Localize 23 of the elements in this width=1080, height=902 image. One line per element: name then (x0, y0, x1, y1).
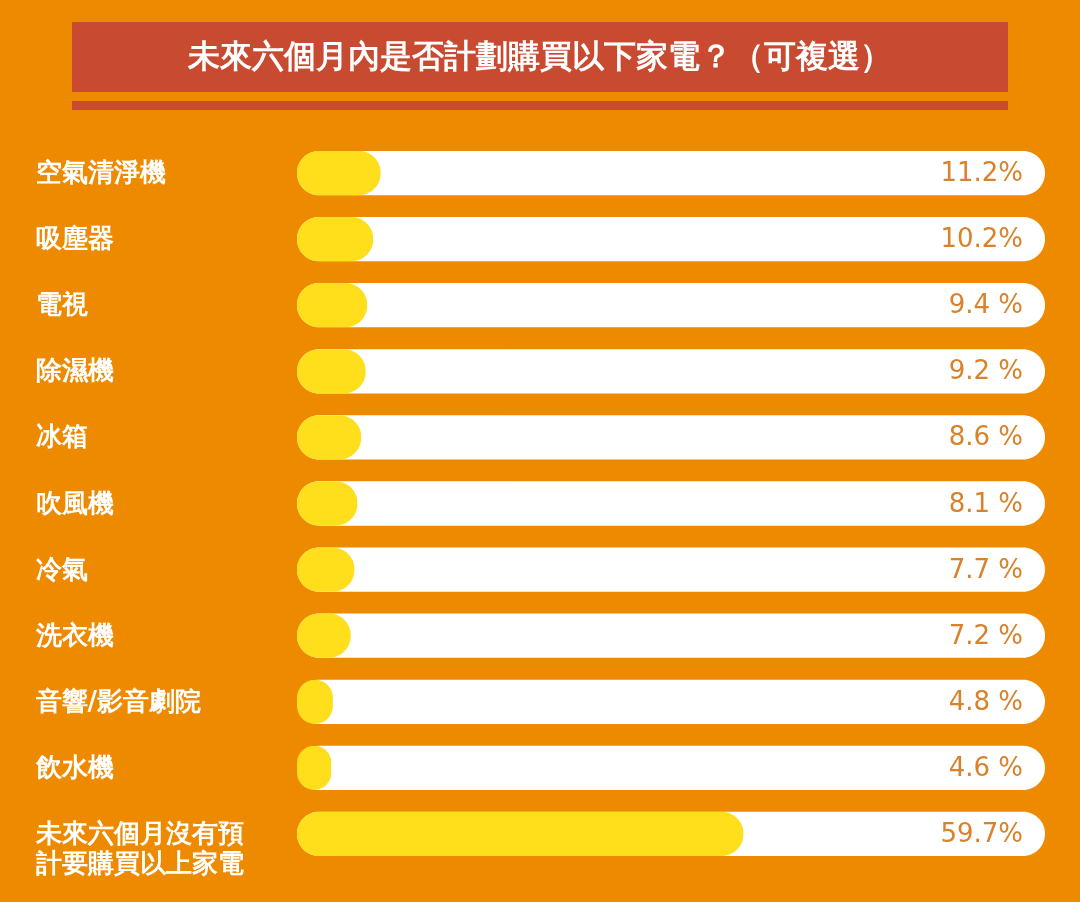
data-label: 7.2 % (948, 619, 1023, 650)
y-tick-label: 冰箱 (35, 421, 88, 452)
data-label: 9.2 % (948, 355, 1023, 386)
y-tick-label: 未來六個月沒有預計要購買以上家電 (34, 817, 244, 878)
y-tick-label: 洗衣機 (34, 619, 114, 650)
y-tick-label: 飲水機 (34, 751, 114, 782)
data-label: 4.6 % (948, 751, 1023, 782)
data-label: 11.2% (940, 157, 1023, 188)
chart-title: 未來六個月內是否計劃購買以下家電？（可複選） (72, 22, 1008, 92)
y-tick-label: 吹風機 (35, 487, 114, 518)
y-tick-label: 冷氣 (35, 553, 88, 584)
y-tick-label: 音響/影音劇院 (34, 685, 201, 716)
data-label: 9.4 % (948, 289, 1023, 320)
data-label: 4.8 % (948, 685, 1023, 716)
data-label: 7.7 % (948, 553, 1023, 584)
data-label: 8.6 % (948, 421, 1023, 452)
y-tick-label: 空氣清淨機 (35, 157, 166, 188)
data-label: 59.7% (940, 817, 1023, 848)
data-label: 10.2% (940, 223, 1023, 254)
y-tick-label: 電視 (35, 289, 88, 320)
y-tick-label: 除濕機 (35, 355, 114, 386)
data-label: 8.1 % (948, 487, 1023, 518)
y-tick-label: 吸塵器 (35, 223, 114, 254)
